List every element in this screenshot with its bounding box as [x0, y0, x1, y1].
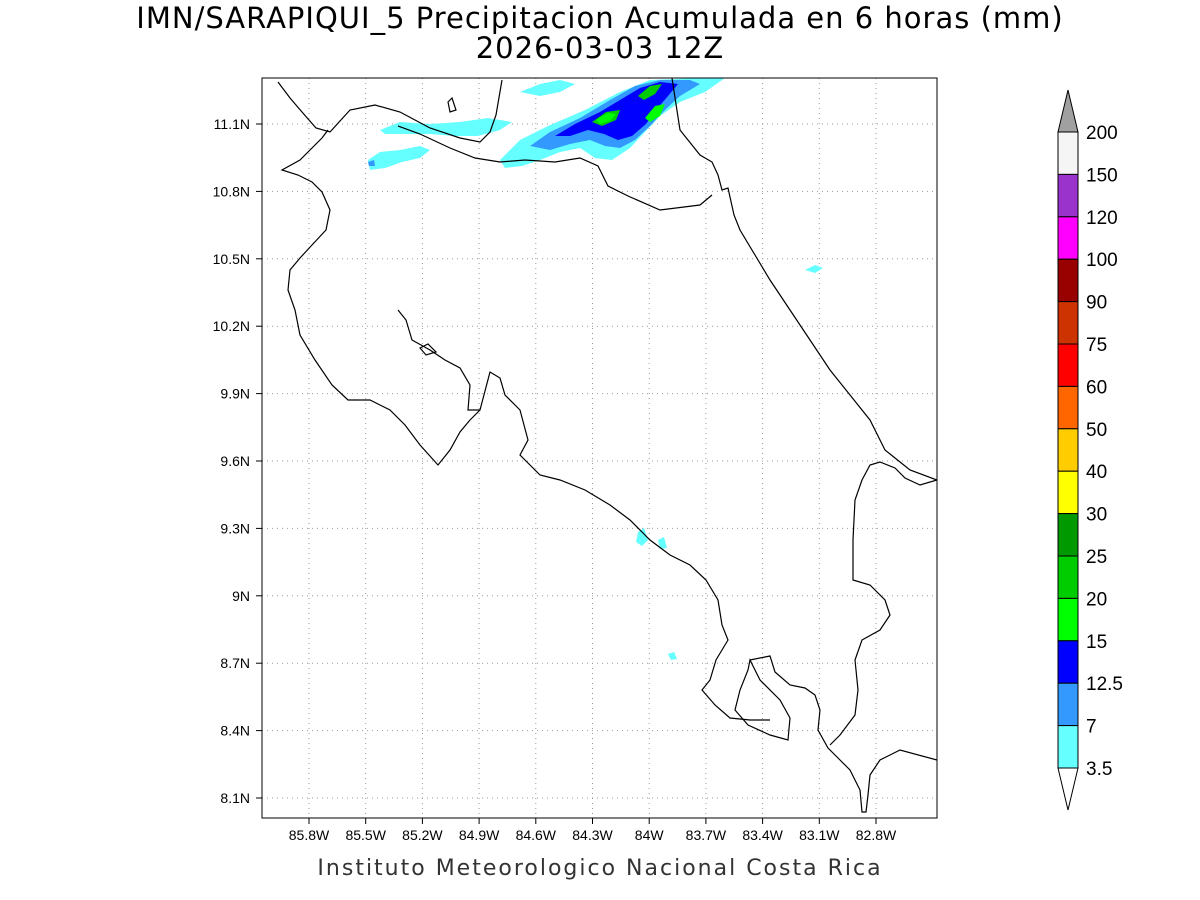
x-tick-label: 85.5W — [345, 827, 386, 843]
y-tick-label: 8.1N — [220, 790, 250, 806]
x-tick-label: 83.1W — [799, 827, 840, 843]
x-tick-label: 83.7W — [686, 827, 727, 843]
colorbar-swatch — [1057, 725, 1079, 769]
lake-islet — [447, 96, 457, 113]
colorbar-level-label: 12.5 — [1086, 674, 1123, 695]
colorbar-swatch — [1057, 470, 1079, 515]
x-tick-label: 85.2W — [402, 827, 443, 843]
precip-spot-4 — [668, 652, 677, 660]
colorbar-level-label: 30 — [1086, 505, 1107, 526]
coastlines — [277, 78, 937, 813]
gulf-of-nicoya — [397, 309, 770, 721]
colorbar-level-label: 15 — [1086, 632, 1107, 653]
y-tick-label: 8.7N — [220, 655, 250, 671]
y-tick-label: 8.4N — [220, 723, 250, 739]
y-tick-label: 11.1N — [214, 116, 250, 132]
precip-spot-1 — [805, 265, 823, 273]
x-tick-label: 82.8W — [856, 827, 897, 843]
colorbar-level-label: 20 — [1086, 589, 1107, 610]
colorbar-level-label: 90 — [1086, 293, 1107, 314]
colorbar-swatch — [1057, 131, 1079, 175]
x-tick-label: 85.8W — [289, 827, 330, 843]
nic-cr-border — [397, 125, 713, 211]
colorbar-level-label: 40 — [1086, 462, 1107, 483]
colorbar-level-label: 50 — [1086, 420, 1107, 441]
colorbar-level-label: 200 — [1086, 123, 1118, 144]
colorbar-swatch — [1057, 216, 1079, 260]
footer-credit: Instituto Meteorologico Nacional Costa R… — [317, 856, 883, 881]
osa-peninsula — [749, 655, 937, 813]
colorbar-swatch — [1057, 682, 1079, 727]
pacific-coast-north — [280, 129, 481, 466]
colorbar-swatch — [1057, 428, 1079, 472]
colorbar-level-label: 25 — [1086, 547, 1107, 568]
x-tick-label: 84.9W — [459, 827, 500, 843]
y-tick-label: 9.9N — [220, 386, 250, 402]
colorbar-level-label: 100 — [1086, 250, 1118, 271]
colorbar-swatch — [1057, 385, 1079, 430]
y-axis-ticks: 11.1N 10.8N 10.5N 10.2N 9.9N 9.6N 9.3N 9N 8.7N 8.… — [213, 116, 262, 806]
x-tick-label: 84W — [635, 827, 665, 843]
colorbar-swatch — [1057, 513, 1079, 557]
precip-spot-3 — [658, 537, 667, 549]
precip-blob-light-cyan-3 — [520, 80, 575, 96]
golfo-dulce — [734, 658, 791, 741]
x-tick-label: 84.6W — [516, 827, 557, 843]
cr-panama-border — [829, 461, 937, 746]
nicaragua-coast — [277, 79, 503, 143]
precip-spot-5 — [368, 160, 375, 166]
chart-subtitle: 2026-03-03 12Z — [475, 31, 725, 65]
colorbar-level-label: 75 — [1086, 335, 1107, 356]
y-tick-label: 9.6N — [220, 453, 250, 469]
y-tick-label: 9N — [232, 588, 250, 604]
precip-blob-light-cyan-2 — [368, 146, 430, 170]
chart-title: IMN/SARAPIQUI_5 Precipitacion Acumulada … — [136, 1, 1064, 35]
colorbar-swatch — [1057, 173, 1079, 218]
colorbar-swatch — [1057, 640, 1079, 684]
colorbar-swatch — [1057, 597, 1079, 642]
precipitation-field — [368, 78, 823, 660]
colorbar-swatch — [1057, 343, 1079, 387]
plot-frame — [261, 77, 938, 819]
colorbar-swatch — [1057, 555, 1079, 599]
colorbar-level-label: 3.5 — [1086, 759, 1112, 780]
precip-spot-2 — [636, 528, 648, 546]
precip-band-green-2 — [645, 104, 665, 122]
colorbar-over-arrow — [1057, 89, 1079, 133]
y-tick-label: 10.5N — [213, 251, 250, 267]
x-axis-ticks: 85.8W 85.5W 85.2W 84.9W 84.6W 84.3W 84W 83.7W 83… — [289, 818, 897, 843]
precip-band-green-3 — [638, 84, 662, 100]
isla-chira — [419, 343, 438, 356]
colorbar-under-arrow — [1057, 767, 1079, 811]
colorbar-level-label: 7 — [1086, 717, 1097, 738]
y-tick-label: 10.2N — [213, 318, 250, 334]
colorbar: 200 150 120 100 90 75 60 50 40 30 25 20 15 12.5 7 3.5 — [1057, 89, 1123, 811]
caribbean-coast — [671, 78, 937, 481]
colorbar-swatch — [1057, 258, 1079, 303]
colorbar-level-label: 120 — [1086, 208, 1118, 229]
y-tick-label: 10.8N — [213, 183, 250, 199]
colorbar-swatch — [1057, 301, 1079, 345]
plot-area — [262, 78, 937, 818]
x-tick-label: 84.3W — [572, 827, 613, 843]
precip-band-green-1 — [596, 113, 616, 124]
y-tick-label: 9.3N — [220, 520, 250, 536]
colorbar-level-label: 150 — [1086, 165, 1118, 186]
colorbar-level-label: 60 — [1086, 377, 1107, 398]
x-tick-label: 83.4W — [742, 827, 783, 843]
